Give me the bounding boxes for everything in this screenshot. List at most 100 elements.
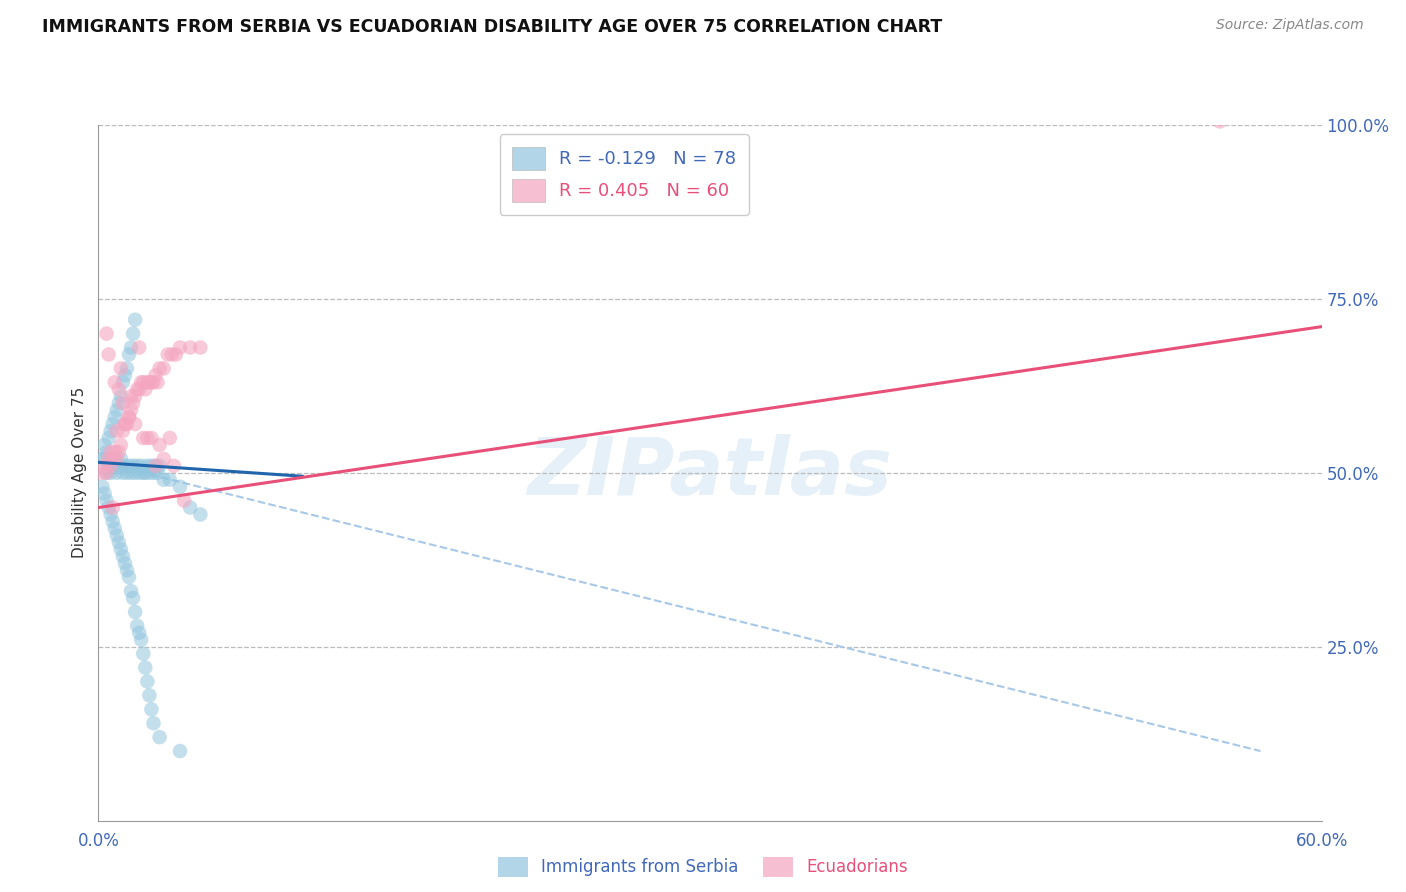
Point (120, 403, 142, 417)
Point (93, 451, 115, 466)
Point (142, 466, 165, 480)
Point (104, 376, 127, 390)
Point (120, 341, 142, 355)
Point (108, 458, 131, 473)
Point (142, 716, 165, 731)
Point (104, 410, 127, 425)
Point (120, 389, 142, 403)
Point (111, 549, 134, 564)
Point (118, 410, 141, 425)
Point (104, 521, 127, 535)
Point (159, 473, 181, 487)
Point (110, 361, 132, 376)
Point (152, 473, 174, 487)
Point (96, 493, 118, 508)
Point (108, 396, 131, 410)
Text: Source: ZipAtlas.com: Source: ZipAtlas.com (1216, 18, 1364, 32)
Point (104, 445, 127, 459)
Point (101, 417, 124, 431)
Point (179, 500, 201, 515)
Point (105, 451, 128, 466)
Point (101, 451, 124, 466)
Point (159, 431, 181, 445)
Y-axis label: Disability Age Over 75: Disability Age Over 75 (72, 387, 87, 558)
Point (122, 458, 145, 473)
Point (105, 424, 128, 438)
Point (118, 570, 141, 584)
Point (105, 466, 128, 480)
Point (145, 458, 167, 473)
Point (146, 376, 169, 390)
Point (128, 625, 150, 640)
Point (152, 451, 174, 466)
Point (97, 451, 120, 466)
Point (118, 347, 141, 361)
Legend: Immigrants from Serbia, Ecuadorians: Immigrants from Serbia, Ecuadorians (491, 850, 915, 884)
Point (138, 689, 160, 703)
Point (111, 396, 134, 410)
Point (163, 458, 186, 473)
Point (124, 312, 146, 326)
Point (100, 466, 122, 480)
Point (138, 466, 160, 480)
Point (105, 403, 128, 417)
Point (1208, 114, 1232, 128)
Point (110, 451, 132, 466)
Point (132, 431, 155, 445)
Point (101, 500, 124, 515)
Point (96, 445, 118, 459)
Point (127, 458, 149, 473)
Point (149, 361, 172, 376)
Point (93, 486, 115, 500)
Point (114, 417, 136, 431)
Point (129, 376, 152, 390)
Point (179, 341, 201, 355)
Point (141, 376, 163, 390)
Point (108, 535, 131, 549)
Point (114, 417, 136, 431)
Point (111, 424, 134, 438)
Point (124, 466, 146, 480)
Point (108, 382, 131, 396)
Point (138, 376, 160, 390)
Point (104, 451, 127, 466)
Point (97, 500, 120, 515)
Point (134, 382, 156, 396)
Point (100, 424, 122, 438)
Text: IMMIGRANTS FROM SERBIA VS ECUADORIAN DISABILITY AGE OVER 75 CORRELATION CHART: IMMIGRANTS FROM SERBIA VS ECUADORIAN DIS… (42, 18, 942, 36)
Point (136, 458, 159, 473)
Point (169, 480, 191, 494)
Point (146, 466, 169, 480)
Point (96, 466, 118, 480)
Point (132, 376, 155, 390)
Point (110, 542, 132, 557)
Point (165, 347, 187, 361)
Point (149, 730, 172, 744)
Point (101, 515, 124, 529)
Point (97, 347, 120, 361)
Point (97, 431, 120, 445)
Point (132, 647, 155, 661)
Point (169, 341, 191, 355)
Point (118, 410, 141, 425)
Point (114, 368, 136, 383)
Point (124, 417, 146, 431)
Point (111, 376, 134, 390)
Point (91, 466, 114, 480)
Point (105, 528, 128, 542)
Point (132, 466, 155, 480)
Point (149, 458, 172, 473)
Point (101, 458, 124, 473)
Point (115, 466, 138, 480)
Point (156, 347, 179, 361)
Point (120, 466, 142, 480)
Point (160, 347, 183, 361)
Point (124, 389, 146, 403)
Point (122, 326, 145, 341)
Point (136, 376, 159, 390)
Point (96, 466, 118, 480)
Point (128, 341, 150, 355)
Point (115, 361, 138, 376)
Point (141, 431, 163, 445)
Point (173, 493, 195, 508)
